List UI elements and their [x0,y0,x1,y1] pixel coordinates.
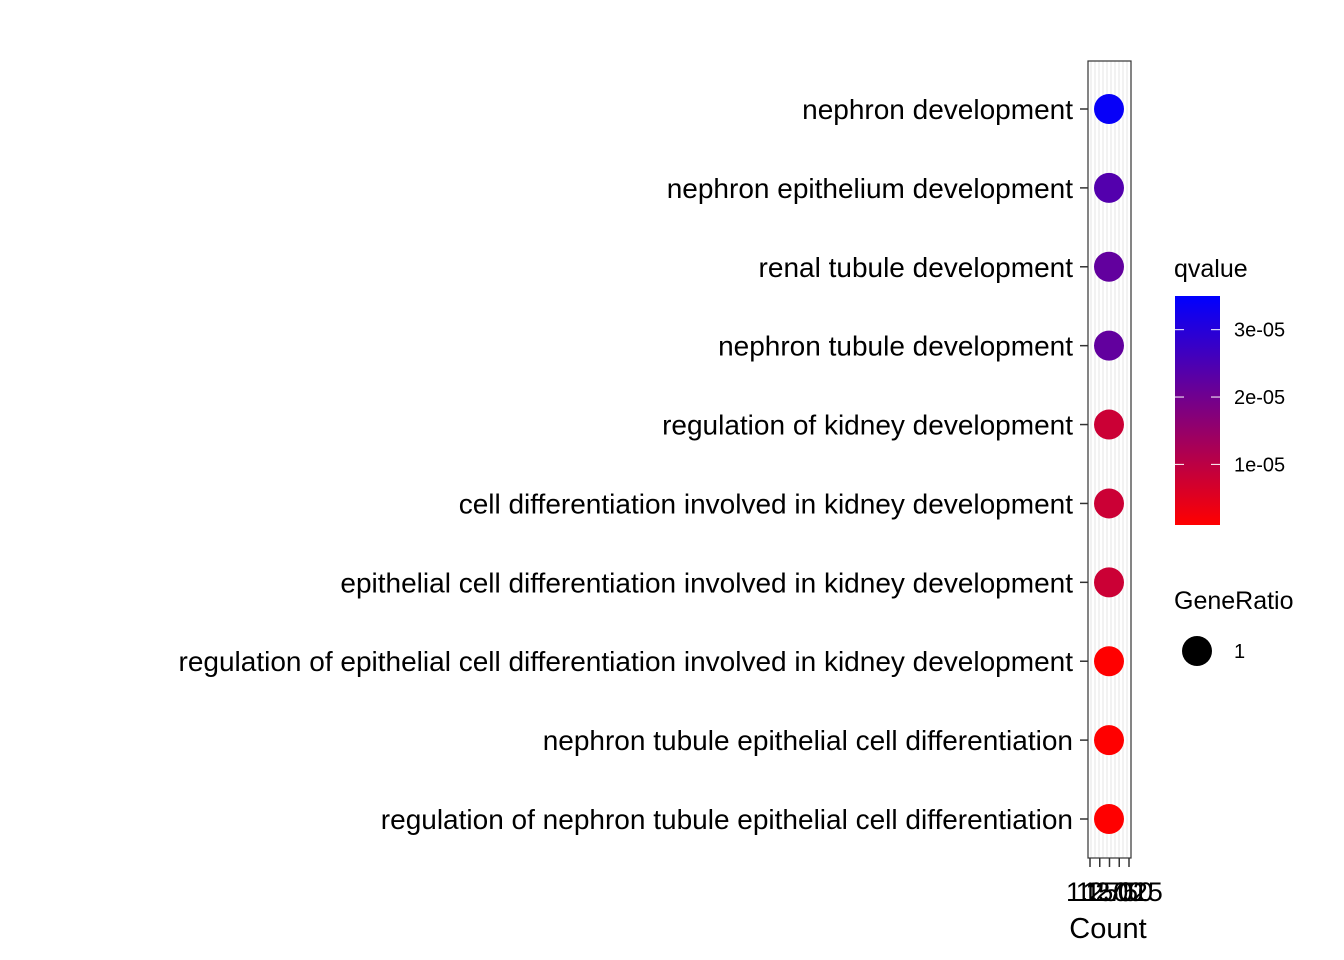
data-point [1094,804,1124,834]
data-point [1094,409,1124,440]
x-tick-label: 1.250 [1066,877,1134,907]
colorbar-tick-label: 2e-05 [1234,387,1285,409]
qvalue-legend: qvalue 1e-05 2e-05 3e-05 [1174,255,1285,525]
x-tick-label: 1.750 [1085,877,1153,907]
y-tick-label: nephron development [802,94,1073,125]
qvalue-colorbar [1175,296,1220,525]
x-tick-label: 1.500 [1076,877,1144,907]
qvalue-legend-title: qvalue [1174,255,1248,283]
y-tick-label: epithelial cell differentiation involved… [340,567,1073,598]
generatio-legend-title: GeneRatio [1174,587,1294,615]
y-tick-label: regulation of kidney development [662,410,1073,441]
x-axis-title: Count [1069,913,1146,945]
y-tick-label: renal tubule development [759,252,1074,283]
y-axis: nephron development nephron epithelium de… [179,94,1088,835]
y-tick-label: nephron tubule epithelial cell different… [543,725,1073,756]
data-point [1094,488,1124,519]
data-point [1094,646,1124,677]
data-points [1094,94,1124,834]
size-legend-key [1182,636,1212,666]
data-point [1094,94,1124,124]
data-point [1094,567,1124,598]
x-tick-label: 2.025 [1095,877,1163,907]
y-tick-label: regulation of epithelial cell differenti… [179,646,1074,677]
data-point [1094,725,1124,756]
colorbar-tick-label: 1e-05 [1234,454,1285,476]
y-tick-label: regulation of nephron tubule epithelial … [381,804,1073,835]
y-tick-label: nephron tubule development [718,331,1073,362]
data-point [1094,330,1124,361]
data-point [1094,251,1124,282]
data-point [1094,172,1124,203]
x-tick-label: 1 [1082,877,1097,907]
colorbar-tick-label: 3e-05 [1234,320,1285,342]
generatio-legend: GeneRatio 1 [1174,587,1294,666]
size-legend-label: 1 [1234,641,1245,663]
y-tick-label: nephron epithelium development [667,173,1073,204]
y-tick-label: cell differentiation involved in kidney … [459,488,1074,519]
